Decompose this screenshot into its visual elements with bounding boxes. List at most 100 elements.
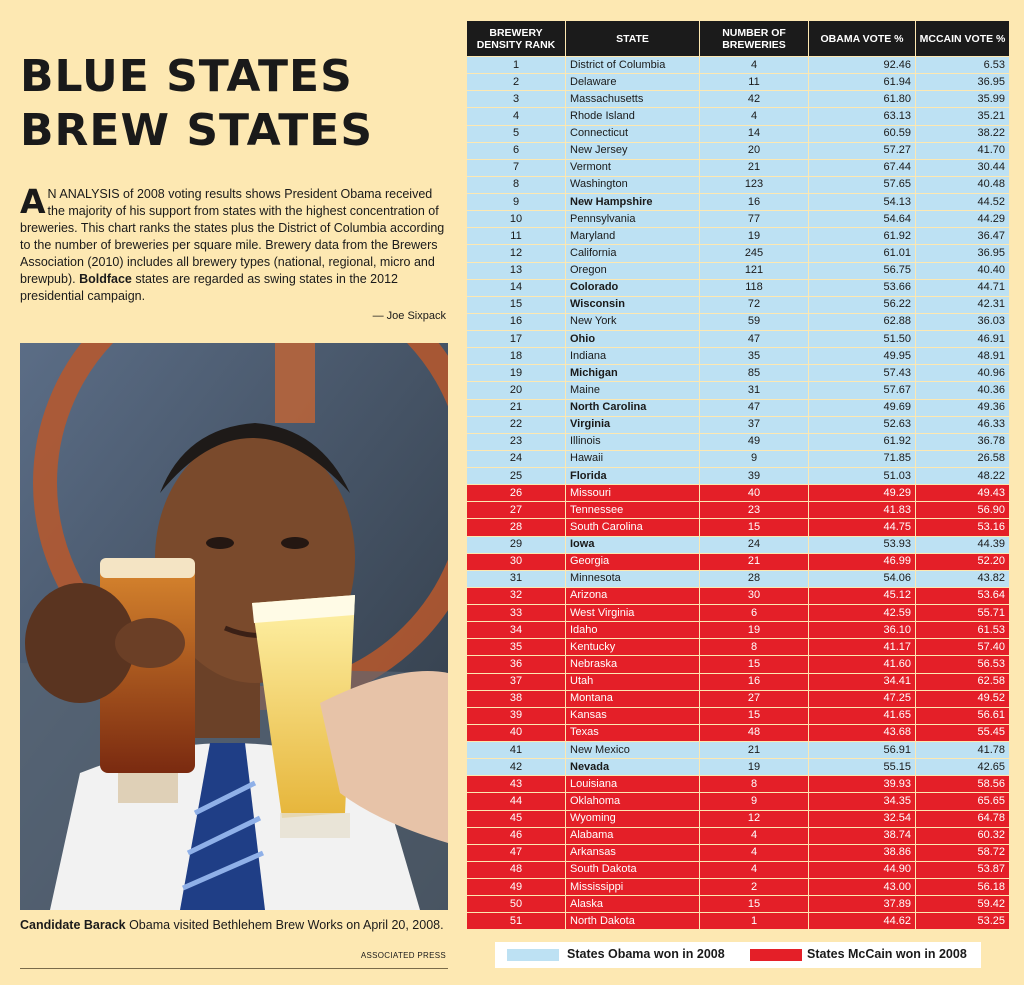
table-row: 14 Colorado 118 53.66 44.71 [466, 278, 1010, 297]
rank-cell: 42 [466, 758, 566, 777]
state-cell: North Carolina [565, 398, 700, 417]
breweries-cell: 19 [699, 621, 809, 640]
table-row: 4 Rhode Island 4 63.13 35.21 [466, 107, 1010, 126]
obama-vote-cell: 71.85 [808, 449, 916, 469]
rank-cell: 5 [466, 124, 566, 143]
photo-credit: ASSOCIATED PRESS [360, 951, 446, 960]
state-cell: Florida [565, 466, 700, 486]
breweries-cell: 9 [699, 792, 809, 811]
breweries-cell: 23 [699, 501, 809, 520]
obama-vote-cell: 34.41 [808, 672, 916, 691]
rank-cell: 51 [466, 912, 566, 931]
legend-label-obama: States Obama won in 2008 [567, 947, 725, 961]
state-cell: North Dakota [565, 912, 700, 931]
breweries-cell: 21 [699, 552, 809, 571]
swing-state-name: New Hampshire [570, 195, 653, 208]
table-row: 26 Missouri 40 49.29 49.43 [466, 484, 1010, 503]
mccain-vote-cell: 59.42 [915, 895, 1010, 914]
breweries-cell: 35 [699, 347, 809, 366]
rank-cell: 18 [466, 347, 566, 366]
swing-state-name: Florida [570, 469, 607, 482]
rank-cell: 8 [466, 175, 566, 195]
mccain-vote-cell: 36.95 [915, 244, 1010, 263]
mccain-vote-cell: 55.71 [915, 603, 1010, 623]
state-cell: Hawaii [565, 449, 700, 469]
obama-vote-cell: 44.62 [808, 912, 916, 931]
state-cell: West Virginia [565, 603, 700, 623]
table-row: 48 South Dakota 4 44.90 53.87 [466, 860, 1010, 880]
obama-vote-cell: 52.63 [808, 415, 916, 434]
obama-vote-cell: 34.35 [808, 792, 916, 811]
mccain-vote-cell: 43.82 [915, 569, 1010, 588]
state-cell: Utah [565, 672, 700, 691]
state-cell: South Carolina [565, 518, 700, 537]
header-obama-vote: OBAMA VOTE % [808, 20, 916, 57]
state-cell: Washington [565, 175, 700, 195]
mccain-vote-cell: 53.25 [915, 912, 1010, 931]
mccain-vote-cell: 36.95 [915, 73, 1010, 92]
rank-cell: 2 [466, 73, 566, 92]
swing-state-name: Iowa [570, 538, 595, 551]
table-row: 39 Kansas 15 41.65 56.61 [466, 706, 1010, 725]
mccain-vote-cell: 40.48 [915, 175, 1010, 195]
obama-vote-cell: 39.93 [808, 775, 916, 794]
rank-cell: 36 [466, 655, 566, 674]
rank-cell: 48 [466, 860, 566, 880]
state-cell: Rhode Island [565, 107, 700, 126]
breweries-cell: 49 [699, 432, 809, 451]
mccain-vote-cell: 57.40 [915, 638, 1010, 657]
breweries-cell: 4 [699, 107, 809, 126]
state-cell: Missouri [565, 484, 700, 503]
obama-vote-cell: 41.60 [808, 655, 916, 674]
breweries-cell: 85 [699, 364, 809, 383]
obama-vote-cell: 44.75 [808, 518, 916, 537]
breweries-cell: 118 [699, 278, 809, 297]
table-row: 38 Montana 27 47.25 49.52 [466, 689, 1010, 708]
obama-vote-cell: 56.22 [808, 295, 916, 314]
state-cell: Vermont [565, 158, 700, 177]
breweries-cell: 47 [699, 329, 809, 349]
state-cell: South Dakota [565, 860, 700, 880]
obama-vote-cell: 32.54 [808, 809, 916, 828]
obama-vote-cell: 44.90 [808, 860, 916, 880]
breweries-cell: 8 [699, 638, 809, 657]
state-cell: New Jersey [565, 141, 700, 160]
table-row: 7 Vermont 21 67.44 30.44 [466, 158, 1010, 177]
state-cell: Kentucky [565, 638, 700, 657]
mccain-vote-cell: 56.90 [915, 501, 1010, 520]
state-cell: Wyoming [565, 809, 700, 828]
header-mccain-vote: MCCAIN VOTE % [915, 20, 1010, 57]
state-cell: California [565, 244, 700, 263]
intro-boldface: Boldface [79, 272, 132, 286]
mccain-vote-cell: 49.43 [915, 484, 1010, 503]
state-cell: Oregon [565, 261, 700, 280]
obama-vote-cell: 51.50 [808, 329, 916, 349]
mccain-vote-cell: 62.58 [915, 672, 1010, 691]
byline: — Joe Sixpack [372, 310, 446, 322]
mccain-vote-cell: 36.03 [915, 312, 1010, 332]
breweries-cell: 27 [699, 689, 809, 708]
table-row: 18 Indiana 35 49.95 48.91 [466, 347, 1010, 366]
obama-vote-cell: 61.01 [808, 244, 916, 263]
state-cell: Montana [565, 689, 700, 708]
mccain-vote-cell: 35.99 [915, 90, 1010, 109]
breweries-cell: 20 [699, 141, 809, 160]
table-row: 32 Arizona 30 45.12 53.64 [466, 586, 1010, 606]
table-row: 3 Massachusetts 42 61.80 35.99 [466, 90, 1010, 109]
table-row: 47 Arkansas 4 38.86 58.72 [466, 843, 1010, 862]
mccain-vote-cell: 48.22 [915, 466, 1010, 486]
rank-cell: 50 [466, 895, 566, 914]
mccain-vote-cell: 35.21 [915, 107, 1010, 126]
rank-cell: 9 [466, 192, 566, 212]
photo-obama-beer [20, 343, 448, 910]
table-row: 10 Pennsylvania 77 54.64 44.29 [466, 210, 1010, 229]
state-cell: Maine [565, 381, 700, 400]
rank-cell: 23 [466, 432, 566, 451]
obama-vote-cell: 60.59 [808, 124, 916, 143]
obama-vote-cell: 54.64 [808, 210, 916, 229]
obama-vote-cell: 49.29 [808, 484, 916, 503]
rank-cell: 16 [466, 312, 566, 332]
state-cell: Tennessee [565, 501, 700, 520]
rank-cell: 41 [466, 740, 566, 760]
obama-vote-cell: 53.93 [808, 535, 916, 554]
